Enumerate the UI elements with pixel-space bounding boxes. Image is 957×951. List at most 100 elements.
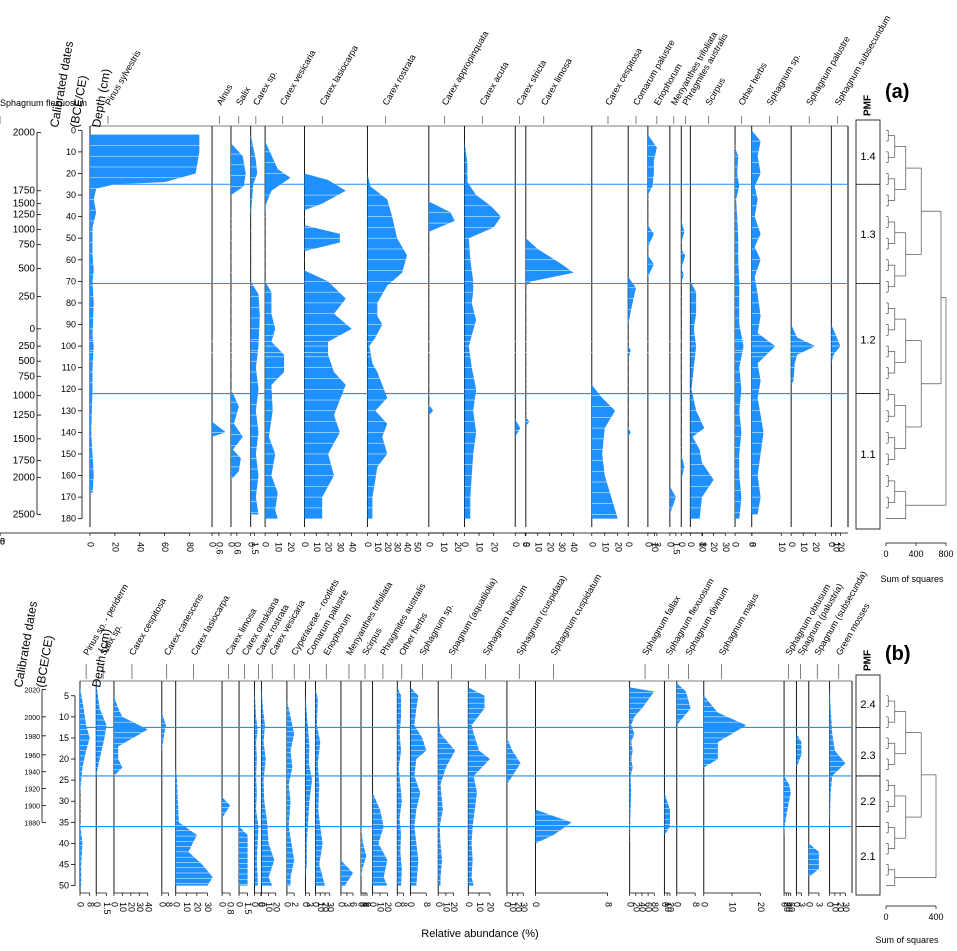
date-tick-label: 1900: [24, 803, 40, 810]
abundance-area: [647, 134, 657, 278]
zone-label: 1.1: [860, 449, 875, 461]
date-tick-label: 1750: [13, 455, 36, 466]
x-tick-label: 30: [393, 542, 403, 552]
depth-tick-label: 15: [59, 733, 69, 743]
abundance-area: [751, 130, 776, 515]
depth-tick-label: 45: [59, 860, 69, 870]
abundance-area: [410, 687, 427, 886]
x-tick-label: 0: [301, 902, 311, 907]
x-tick-label: 8: [422, 902, 432, 907]
date-tick-label: 250: [18, 291, 35, 302]
x-tick-label: 10: [600, 542, 610, 552]
x-tick-label: 6: [361, 902, 371, 907]
x-tick-label: 20: [836, 542, 846, 552]
abundance-area: [703, 695, 747, 768]
x-tick-label: 0: [686, 542, 696, 547]
x-tick-label: 1.5: [250, 542, 260, 555]
date-tick-label: 1960: [24, 753, 40, 760]
x-tick-label: 10: [439, 542, 449, 552]
date-tick-label: 1940: [24, 770, 40, 777]
x-tick-label: 0: [699, 902, 709, 907]
x-tick-label: 20: [321, 902, 331, 912]
x-tick-label: 10: [663, 902, 673, 912]
x-tick-label: 0: [677, 542, 687, 547]
x-tick-label: 0: [804, 902, 814, 907]
x-tick-label: 10: [830, 902, 840, 912]
x-tick-label: 0.6: [215, 542, 225, 555]
abundance-area: [80, 687, 90, 886]
x-tick-label: 10: [182, 902, 192, 912]
depth-tick-label: 70: [66, 276, 76, 286]
date-tick-label: 1250: [13, 209, 36, 220]
x-tick-label: 20: [126, 902, 136, 912]
abundance-area: [286, 699, 295, 886]
x-tick-label: 20: [631, 902, 641, 912]
zone-label: 1.4: [860, 151, 875, 163]
x-tick-label: 0: [92, 902, 102, 907]
x-tick-label: 20: [110, 542, 120, 552]
x-tick-label: 60: [644, 902, 654, 912]
x-tick-label: 5: [521, 542, 531, 547]
date-tick-label: 2000: [13, 473, 36, 484]
x-tick-label: 10: [475, 542, 485, 552]
pmf-title: PMF: [863, 95, 874, 116]
x-tick-label: 0: [660, 902, 670, 907]
zone-label: 1.2: [860, 335, 875, 347]
x-tick-label: 10: [273, 542, 283, 552]
depth-tick-label: 10: [66, 147, 76, 157]
x-tick-label: 0: [357, 902, 367, 907]
x-tick-label: 0: [246, 542, 256, 547]
abundance-area: [315, 687, 325, 886]
x-tick-label: 40: [403, 542, 413, 552]
dendrogram-tick-label: 400: [928, 912, 943, 922]
abundance-area: [239, 826, 248, 886]
series-name: Scirpus: [703, 76, 727, 107]
x-tick-label: 0: [464, 902, 474, 907]
x-tick-label: 0.8: [226, 902, 236, 915]
date-tick-label: 2000: [13, 127, 36, 138]
x-tick-label: 0: [257, 902, 267, 907]
date-tick-label: 750: [18, 371, 35, 382]
x-tick-label: 10: [373, 542, 383, 552]
x-tick-label: 3: [343, 902, 353, 907]
pmf-column: [855, 119, 881, 530]
x-tick-label: 0: [363, 542, 373, 547]
abundance-area: [796, 733, 802, 768]
depth-tick-label: 10: [59, 712, 69, 722]
left-axis-title: (BCE/CE): [33, 634, 56, 688]
depth-tick-label: 50: [66, 233, 76, 243]
series-name: Carex cespitosa: [127, 596, 168, 657]
x-tick-label: 0: [171, 902, 181, 907]
depth-tick-label: 80: [66, 298, 76, 308]
depth-tick-label: 120: [61, 384, 76, 394]
abundance-area: [212, 421, 226, 437]
x-tick-label: 0: [792, 902, 802, 907]
depth-tick-label: 20: [59, 754, 69, 764]
series-name: Carex vesicaria: [278, 48, 318, 107]
x-tick-label: 8: [748, 542, 758, 547]
x-tick-label: 8: [691, 902, 701, 907]
abundance-area: [791, 324, 816, 385]
zone-label: 2.4: [860, 699, 875, 711]
x-tick-label: 6: [349, 902, 359, 907]
x-tick-label: 10: [312, 542, 322, 552]
x-tick-label: 3: [814, 902, 824, 907]
x-tick-label: 8: [0, 536, 5, 546]
x-tick-label: 30: [519, 902, 529, 912]
x-tick-label: 0: [503, 902, 513, 907]
x-tick-label: 0: [644, 542, 654, 547]
series-name: Alnus: [215, 82, 235, 107]
zone-label: 1.3: [860, 229, 875, 241]
date-tick-label: 1250: [13, 410, 36, 421]
x-tick-label: 20: [449, 902, 459, 912]
x-tick-label: 80: [650, 902, 660, 912]
abundance-area: [525, 238, 574, 426]
x-tick-label: 10: [650, 542, 660, 552]
date-tick-label: 500: [18, 356, 35, 367]
depth-tick-label: 150: [61, 449, 76, 459]
date-tick-label: 1980: [24, 734, 40, 741]
depth-tick-label: 0: [71, 125, 76, 135]
